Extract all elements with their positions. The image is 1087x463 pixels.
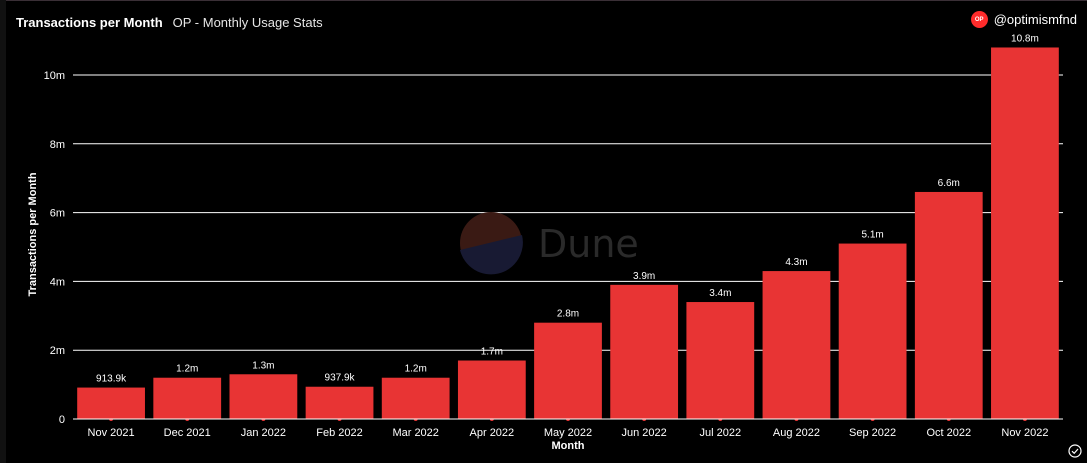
data-label: 1.7m bbox=[481, 347, 503, 358]
data-label: 913.9k bbox=[96, 374, 127, 385]
x-tick-label: Sep 2022 bbox=[849, 427, 896, 439]
data-label: 1.3m bbox=[252, 360, 274, 371]
owner-handle[interactable]: @optimismfnd bbox=[993, 12, 1077, 27]
dune-watermark: Dune bbox=[460, 212, 639, 275]
bar[interactable] bbox=[381, 377, 450, 419]
x-tick-label: Aug 2022 bbox=[773, 427, 820, 439]
data-label: 937.9k bbox=[325, 373, 356, 384]
data-label: 4.3m bbox=[785, 257, 807, 268]
bar[interactable] bbox=[914, 191, 983, 419]
data-label: 3.9m bbox=[633, 271, 655, 282]
watermark-text: Dune bbox=[538, 222, 639, 266]
y-axis-title: Transactions per Month bbox=[27, 172, 39, 296]
y-tick-label: 8m bbox=[50, 139, 65, 151]
chart-subtitle: OP - Monthly Usage Stats bbox=[172, 14, 323, 30]
bar[interactable] bbox=[153, 377, 222, 419]
owner-avatar-icon: OP bbox=[970, 11, 988, 28]
x-tick-label: May 2022 bbox=[544, 427, 592, 439]
x-axis-ticks: Nov 2021 Dec 2021 Jan 2022 Feb 2022 Mar 2022… bbox=[88, 427, 1049, 439]
bar[interactable] bbox=[762, 271, 831, 419]
chart-header: Transactions per Month OP - Monthly Usag… bbox=[16, 12, 323, 32]
x-tick-label: Mar 2022 bbox=[392, 427, 438, 439]
data-label: 3.4m bbox=[709, 288, 731, 299]
y-tick-label: 10m bbox=[44, 70, 65, 82]
bar[interactable] bbox=[991, 47, 1059, 419]
x-tick-label: Jan 2022 bbox=[241, 427, 286, 439]
x-tick-label: Dec 2021 bbox=[164, 427, 211, 439]
bars bbox=[77, 47, 1059, 421]
bar[interactable] bbox=[457, 360, 526, 419]
y-tick-label: 4m bbox=[50, 276, 65, 288]
bar[interactable] bbox=[610, 284, 679, 419]
x-tick-label: Nov 2022 bbox=[1001, 427, 1048, 439]
left-edge-divider bbox=[0, 0, 6, 463]
bar[interactable] bbox=[305, 386, 374, 419]
y-tick-label: 0 bbox=[59, 414, 65, 426]
bar[interactable] bbox=[77, 387, 145, 419]
x-tick-label: Jun 2022 bbox=[622, 427, 667, 439]
bar[interactable] bbox=[229, 374, 298, 419]
y-axis-ticks: 0 2m 4m 6m 8m 10m bbox=[44, 70, 65, 426]
data-label: 6.6m bbox=[938, 178, 960, 189]
x-tick-label: Feb 2022 bbox=[316, 427, 362, 439]
chart-title: Transactions per Month bbox=[16, 14, 163, 30]
owner-link[interactable]: OP @optimismfnd bbox=[970, 11, 1077, 28]
data-label: 1.2m bbox=[405, 364, 427, 375]
y-tick-label: 2m bbox=[50, 345, 65, 357]
x-axis-title: Month bbox=[552, 440, 585, 452]
x-tick-label: Nov 2021 bbox=[88, 427, 135, 439]
bar[interactable] bbox=[838, 243, 907, 419]
bar[interactable] bbox=[686, 302, 755, 419]
x-tick-label: Jul 2022 bbox=[700, 427, 742, 439]
data-labels: 913.9k 1.2m 1.3m 937.9k 1.2m 1.7m 2.8m 3.9m 3.4m… bbox=[96, 33, 1039, 384]
x-tick-label: Oct 2022 bbox=[926, 427, 971, 439]
data-label: 5.1m bbox=[861, 230, 883, 241]
dune-logo-lower-icon bbox=[460, 235, 523, 275]
data-label: 10.8m bbox=[1011, 33, 1039, 44]
x-tick-label: Apr 2022 bbox=[470, 427, 515, 439]
checkmark-circle-icon[interactable] bbox=[1068, 444, 1082, 458]
data-label: 2.8m bbox=[557, 309, 579, 320]
bar[interactable] bbox=[534, 322, 602, 419]
y-tick-label: 6m bbox=[50, 208, 65, 220]
data-label: 1.2m bbox=[176, 364, 198, 375]
